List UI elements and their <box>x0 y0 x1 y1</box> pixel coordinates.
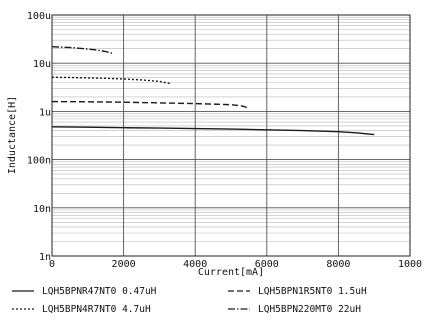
x-tick-label: 6000 <box>255 259 279 270</box>
x-tick-label: 1000 <box>398 259 422 270</box>
y-tick-label: 10n <box>33 204 51 215</box>
y-tick-label: 10u <box>33 59 51 70</box>
x-tick-label: 2000 <box>112 259 136 270</box>
legend-label-3: LQH5BPN4R7NT0 4.7uH <box>42 304 151 315</box>
plot-frame <box>51 14 411 257</box>
y-tick-label: 1n <box>39 252 51 263</box>
legend-label-2: LQH5BPN1R5NT0 1.5uH <box>258 286 367 297</box>
legend: LQH5BPNR47NT0 0.47uH LQH5BPN1R5NT0 1.5uH L… <box>12 286 367 315</box>
x-tick-label: 4000 <box>183 259 207 270</box>
series-line-2 <box>51 100 250 109</box>
legend-label-4: LQH5BPN220MT0 22uH <box>258 304 361 315</box>
minor-gridlines <box>52 16 410 242</box>
series-layer <box>51 46 375 136</box>
x-tick-labels: 0 2000 4000 6000 8000 1000 <box>49 259 422 270</box>
series-line-4 <box>51 46 114 55</box>
y-axis-title: Inductance[H] <box>7 96 18 174</box>
x-axis-title: Current[mA] <box>198 267 264 278</box>
x-tick-label: 8000 <box>326 259 350 270</box>
series-line-3 <box>51 76 171 85</box>
legend-label-1: LQH5BPNR47NT0 0.47uH <box>42 286 157 297</box>
y-tick-label: 1u <box>39 107 51 118</box>
y-tick-label: 100n <box>27 156 51 167</box>
x-tick-label: 0 <box>49 259 55 270</box>
plot-background <box>52 15 410 256</box>
series-line-1 <box>51 126 375 136</box>
y-tick-labels: 1n 10n 100n 1u 10u 100u <box>27 11 51 263</box>
y-tick-label: 100u <box>27 11 51 22</box>
